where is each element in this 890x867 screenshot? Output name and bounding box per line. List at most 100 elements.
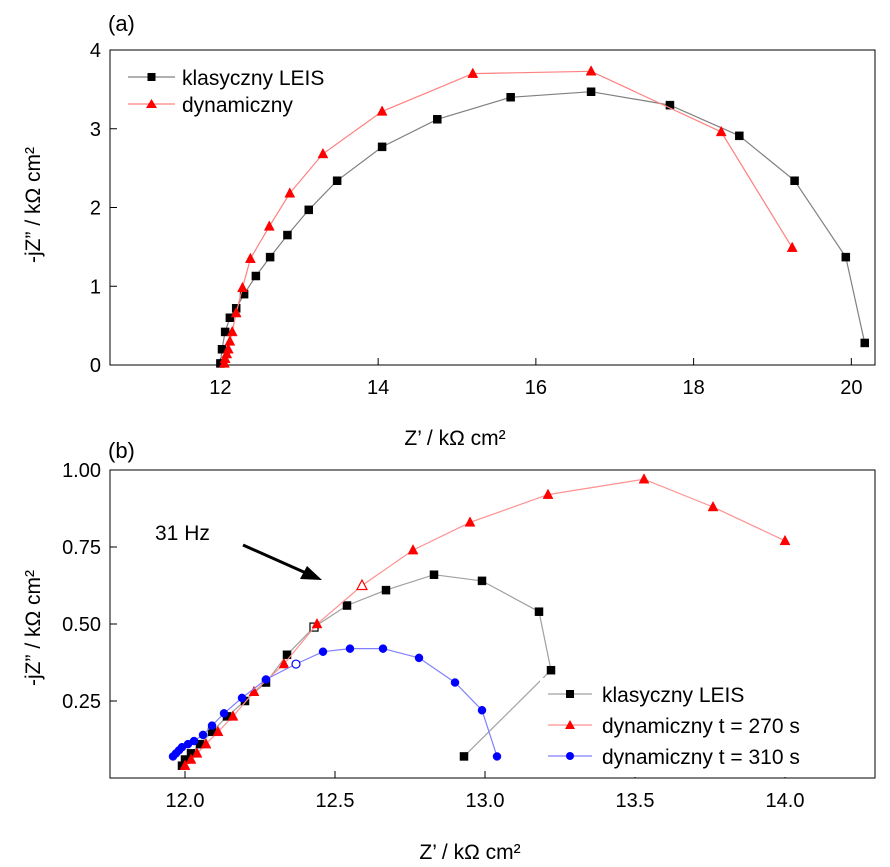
x-tick-label: 12 <box>209 377 231 399</box>
data-point-a-1 <box>222 343 234 354</box>
annotation-31hz-arrow-head <box>300 566 322 580</box>
panel-b-data <box>168 473 791 770</box>
data-point-a-1 <box>237 281 248 293</box>
panel-b-x-axis-label: Z’ / kΩ cm² <box>419 841 520 864</box>
data-point-b-1 <box>779 534 791 546</box>
x-tick-label: 16 <box>525 377 547 399</box>
legend-b-label-dyn270: dynamiczny t = 270 s <box>602 715 800 738</box>
data-point-a-1 <box>715 125 727 137</box>
data-point-a-0 <box>586 87 596 96</box>
panel-a-legend: klasyczny LEIS dynamiczny <box>128 67 324 117</box>
data-point-b-2 <box>261 675 271 684</box>
data-point-a-0 <box>735 131 744 141</box>
data-point-b-1 <box>407 544 419 555</box>
series-line-a-0 <box>219 91 866 364</box>
data-point-a-0 <box>433 115 442 124</box>
panel-a-x-axis-label: Z’ / kΩ cm² <box>404 427 505 450</box>
data-point-b-1 <box>191 747 203 758</box>
data-point-a-0 <box>251 271 261 281</box>
panel-a-label: (a) <box>108 11 135 36</box>
data-point-b-1 <box>227 710 239 721</box>
x-tick-label: 12.0 <box>166 790 205 812</box>
data-point-b-2 <box>291 659 301 669</box>
x-tick-label: 13.5 <box>616 790 655 812</box>
y-tick-label: 3 <box>90 119 101 141</box>
data-point-b-2 <box>207 721 217 730</box>
data-point-a-1 <box>376 105 388 116</box>
data-point-b-2 <box>477 705 487 715</box>
y-tick-label: 1 <box>90 276 101 298</box>
annotation-31hz: 31 Hz <box>155 522 322 580</box>
data-point-b-1 <box>212 725 224 737</box>
annotation-31hz-text: 31 Hz <box>155 522 210 545</box>
legend-a-marker-dynamic <box>146 99 157 108</box>
series-line-b-2 <box>172 647 498 757</box>
data-point-a-0 <box>790 176 799 185</box>
data-point-b-2 <box>450 678 460 687</box>
y-tick-label: 0.50 <box>62 614 101 636</box>
x-tick-label: 14 <box>367 377 389 399</box>
legend-b-label-dyn310: dynamiczny t = 310 s <box>602 746 800 769</box>
x-tick-label: 13.0 <box>466 790 505 812</box>
data-point-a-1 <box>317 147 329 159</box>
panel-a-data <box>216 65 869 368</box>
data-point-a-1 <box>585 65 597 76</box>
y-tick-label: 0 <box>90 355 101 377</box>
data-point-a-1 <box>244 252 256 263</box>
y-tick-label: 1.00 <box>62 460 101 482</box>
data-point-b-1 <box>464 516 476 527</box>
annotation-31hz-arrow-shaft <box>242 543 307 575</box>
data-point-a-0 <box>665 100 675 110</box>
data-point-a-0 <box>860 338 869 348</box>
y-tick-label: 0.25 <box>62 691 101 713</box>
panel-b-y-axis-label: -jZ” / kΩ cm² <box>22 570 45 686</box>
data-point-a-1 <box>263 220 275 231</box>
data-point-b-2 <box>345 644 355 653</box>
data-point-b-2 <box>219 709 229 718</box>
data-point-a-1 <box>284 187 296 198</box>
data-point-a-1 <box>226 325 238 337</box>
data-point-b-1 <box>638 473 650 484</box>
data-point-a-0 <box>304 205 313 215</box>
legend-b-marker-dyn270 <box>565 720 575 729</box>
data-point-b-2 <box>492 752 502 761</box>
legend-a-label-classic: klasyczny LEIS <box>182 67 324 90</box>
data-point-a-0 <box>283 230 292 240</box>
panel-b-label: (b) <box>108 438 135 463</box>
panel-b-axis-ticks: 12.0 12.5 13.0 13.5 14.0 0.25 0.50 0.75 1.00 <box>62 460 804 812</box>
data-point-b-2 <box>189 736 199 746</box>
x-tick-label: 14.0 <box>766 790 805 812</box>
data-point-b-0 <box>477 576 487 586</box>
data-point-b-1 <box>356 578 368 591</box>
data-point-a-0 <box>225 313 235 322</box>
data-point-a-0 <box>841 252 851 262</box>
data-point-b-1 <box>179 759 191 770</box>
data-point-b-0 <box>381 585 391 595</box>
legend-b-marker-classic <box>566 690 574 698</box>
data-point-b-2 <box>198 730 208 740</box>
data-point-a-0 <box>506 93 515 102</box>
data-point-b-2 <box>318 647 328 656</box>
data-point-a-0 <box>377 142 387 152</box>
series-line-a-1 <box>223 70 793 364</box>
legend-b-label-classic: klasyczny LEIS <box>602 684 744 707</box>
data-point-b-0 <box>546 665 556 675</box>
y-tick-label: 0.75 <box>62 537 101 559</box>
series-line-b-0 <box>181 574 552 766</box>
data-point-a-1 <box>224 335 236 346</box>
y-tick-label: 2 <box>90 198 101 220</box>
data-point-b-1 <box>707 500 719 512</box>
panel-b-legend: klasyczny LEIS dynamiczny t = 270 s dyna… <box>540 678 874 777</box>
legend-a-label-dynamic: dynamiczny <box>182 94 293 117</box>
data-point-a-1 <box>467 67 479 78</box>
data-point-b-1 <box>185 753 197 764</box>
data-point-b-1 <box>542 488 554 499</box>
legend-b-marker-dyn310 <box>566 752 574 760</box>
data-point-b-0 <box>429 570 439 579</box>
legend-b-background <box>540 678 874 777</box>
x-tick-label: 18 <box>682 377 704 399</box>
data-point-a-0 <box>265 252 275 262</box>
series-line-b-1 <box>184 478 786 767</box>
